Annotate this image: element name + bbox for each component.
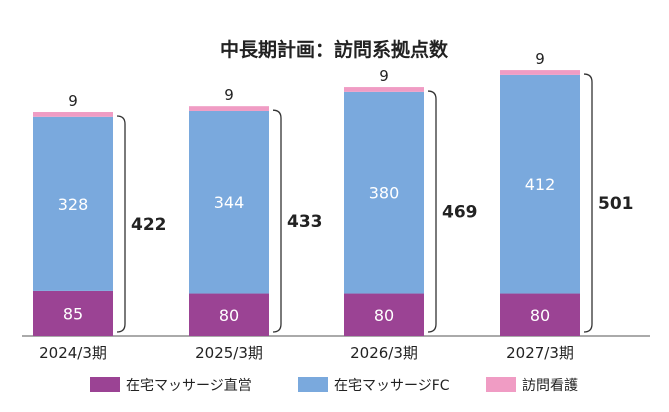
legend-label: 在宅マッサージ直営	[126, 377, 252, 394]
total-bracket	[116, 115, 126, 333]
total-bracket	[583, 73, 593, 333]
total-label: 501	[598, 194, 634, 214]
total-label: 433	[287, 212, 323, 232]
x-tick-label: 2024/3期	[39, 344, 107, 362]
bar-segment	[189, 293, 269, 336]
bar-segment	[344, 293, 424, 336]
bar-segment	[189, 106, 269, 111]
legend-swatch	[486, 377, 516, 392]
data-label: 9	[379, 67, 389, 85]
x-tick-label: 2026/3期	[350, 344, 418, 362]
bars-layer: 85 328 9 422 2024/3期 80 344 9 433 2025/3期 80 380 9 46…	[33, 50, 634, 362]
chart-title: 中長期計画：訪問系拠点数	[220, 38, 449, 61]
data-label: 80	[530, 306, 550, 325]
legend-label: 訪問看護	[522, 378, 578, 394]
data-label: 328	[58, 195, 89, 214]
data-label: 9	[224, 86, 234, 104]
bar-segment	[189, 110, 269, 294]
legend: 在宅マッサージ直営 在宅マッサージFC 訪問看護	[90, 377, 578, 394]
total-bracket	[272, 109, 282, 333]
legend-swatch	[298, 377, 328, 392]
data-label: 9	[535, 50, 545, 68]
total-label: 422	[131, 215, 167, 235]
data-label: 344	[214, 193, 245, 212]
data-label: 80	[219, 306, 239, 325]
legend-label: 在宅マッサージFC	[334, 378, 450, 394]
data-label: 380	[369, 184, 400, 203]
bar-segment	[500, 70, 580, 75]
total-bracket	[427, 90, 437, 333]
data-label: 9	[68, 92, 78, 110]
bar-segment	[33, 116, 113, 291]
total-label: 469	[442, 203, 478, 223]
bar-segment	[344, 87, 424, 92]
data-label: 412	[525, 175, 556, 194]
x-tick-label: 2025/3期	[195, 344, 263, 362]
bar-segment	[500, 293, 580, 336]
bar-segment	[33, 112, 113, 117]
data-label: 80	[374, 306, 394, 325]
bar-segment	[33, 290, 113, 336]
data-label: 85	[63, 304, 83, 323]
bar-segment	[344, 91, 424, 294]
bar-segment	[500, 74, 580, 294]
legend-swatch	[90, 377, 120, 392]
x-tick-label: 2027/3期	[506, 344, 574, 362]
